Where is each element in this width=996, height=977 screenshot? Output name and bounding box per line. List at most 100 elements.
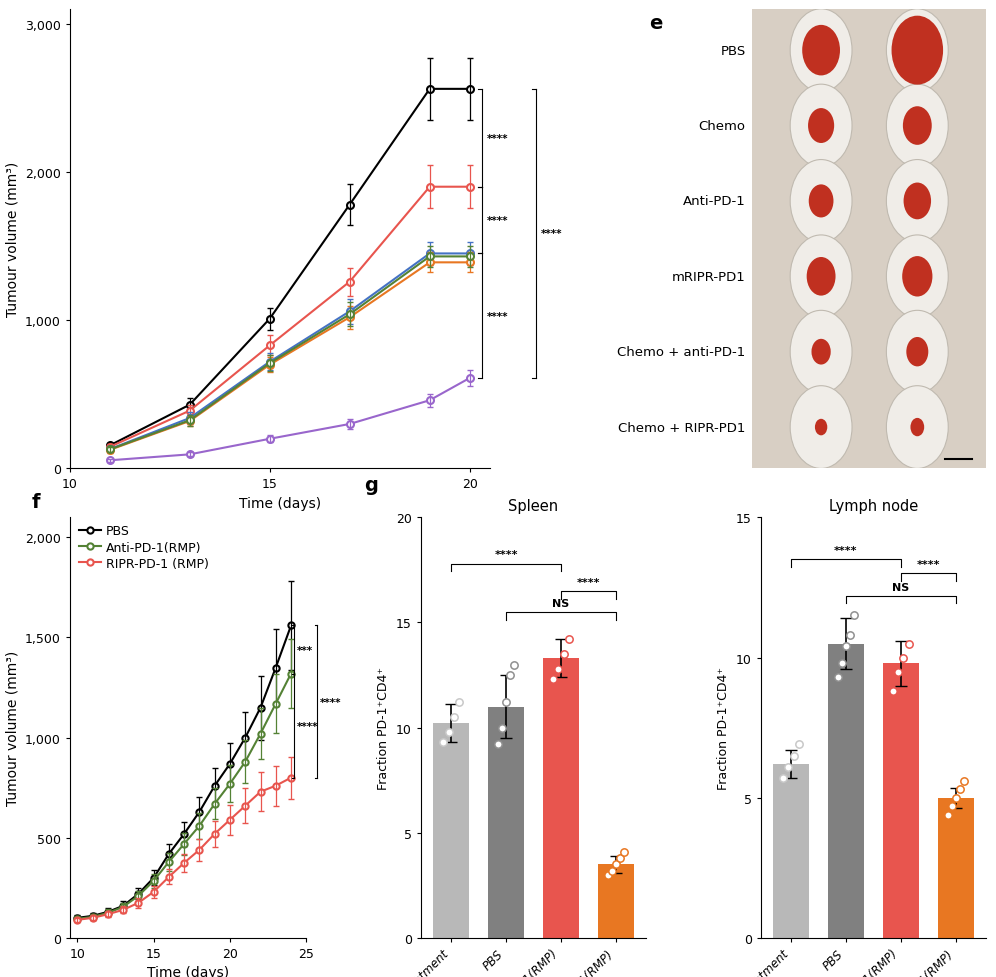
Circle shape	[812, 339, 831, 365]
Point	[612, 850, 627, 866]
Point	[955, 773, 971, 788]
Point	[440, 724, 456, 740]
Point	[791, 737, 807, 752]
Text: ****: ****	[494, 550, 518, 560]
Circle shape	[808, 109, 835, 144]
Point	[551, 661, 567, 677]
Point	[895, 650, 911, 665]
Circle shape	[910, 418, 924, 437]
Point	[842, 627, 858, 643]
Bar	[773, 764, 809, 938]
Text: ****: ****	[916, 560, 940, 570]
Point	[502, 667, 518, 683]
Circle shape	[790, 160, 852, 243]
Point	[506, 657, 522, 672]
Circle shape	[802, 25, 840, 76]
Circle shape	[886, 386, 948, 469]
Circle shape	[790, 235, 852, 319]
Text: Anti-PD-1: Anti-PD-1	[682, 195, 745, 208]
Bar	[543, 658, 579, 938]
Circle shape	[906, 338, 928, 367]
Point	[831, 669, 847, 685]
Text: Chemo: Chemo	[698, 120, 745, 133]
Bar	[938, 798, 974, 938]
Title: Spleen: Spleen	[508, 499, 559, 514]
Bar	[488, 706, 524, 938]
Circle shape	[902, 257, 932, 297]
Text: NS: NS	[553, 598, 570, 608]
Text: mRIPR-PD1: mRIPR-PD1	[671, 271, 745, 283]
Circle shape	[891, 17, 943, 86]
Point	[948, 790, 964, 806]
Text: ****: ****	[320, 697, 342, 706]
Circle shape	[886, 85, 948, 168]
Text: ****: ****	[541, 230, 562, 239]
Point	[834, 656, 850, 671]
Text: ****: ****	[486, 134, 508, 144]
Point	[781, 759, 797, 775]
Circle shape	[807, 258, 836, 296]
X-axis label: Time (days): Time (days)	[239, 496, 321, 511]
X-axis label: Time (days): Time (days)	[147, 965, 229, 977]
Text: g: g	[365, 476, 378, 494]
Point	[546, 672, 562, 688]
Text: ****: ****	[297, 721, 319, 731]
Text: Chemo + anti-PD-1: Chemo + anti-PD-1	[618, 346, 745, 359]
Point	[775, 771, 791, 786]
Title: Lymph node: Lymph node	[829, 499, 918, 514]
Y-axis label: Fraction PD-1⁺CD4⁺: Fraction PD-1⁺CD4⁺	[717, 666, 730, 789]
Point	[846, 608, 862, 623]
Point	[616, 844, 631, 860]
Point	[605, 863, 621, 878]
Circle shape	[809, 186, 834, 218]
Point	[944, 798, 960, 814]
Point	[490, 737, 506, 752]
Text: f: f	[32, 492, 41, 512]
Point	[494, 720, 510, 736]
Circle shape	[815, 419, 828, 436]
Text: Chemo + RIPR-PD1: Chemo + RIPR-PD1	[619, 421, 745, 434]
Circle shape	[886, 311, 948, 394]
Bar	[883, 663, 918, 938]
Bar	[433, 724, 469, 938]
Text: PBS: PBS	[720, 45, 745, 58]
Text: ****: ****	[577, 577, 601, 587]
Point	[952, 782, 968, 797]
Point	[890, 664, 906, 680]
Circle shape	[790, 311, 852, 394]
Circle shape	[790, 10, 852, 93]
Point	[445, 709, 461, 725]
Circle shape	[790, 386, 852, 469]
Point	[435, 735, 451, 750]
Bar	[752, 10, 986, 469]
Bar	[598, 865, 633, 938]
Point	[556, 647, 572, 662]
Circle shape	[886, 235, 948, 319]
Point	[601, 868, 617, 883]
Legend: PBS, Anti-PD-1(RMP), RIPR-PD-1 (RMP): PBS, Anti-PD-1(RMP), RIPR-PD-1 (RMP)	[74, 520, 214, 575]
Point	[838, 639, 854, 655]
Circle shape	[903, 107, 931, 146]
Point	[608, 857, 623, 872]
Point	[561, 632, 577, 648]
Text: ***: ***	[297, 645, 313, 655]
Point	[498, 695, 514, 710]
Point	[900, 636, 916, 652]
Y-axis label: Tumour volume (mm³): Tumour volume (mm³)	[5, 162, 19, 317]
Circle shape	[790, 85, 852, 168]
Text: ****: ****	[834, 545, 858, 556]
Bar	[828, 644, 864, 938]
Y-axis label: Tumour volume (mm³): Tumour volume (mm³)	[5, 651, 19, 805]
Point	[885, 684, 901, 700]
Text: NS: NS	[892, 582, 909, 592]
Point	[940, 807, 956, 823]
Point	[786, 748, 802, 764]
Circle shape	[903, 184, 931, 220]
Text: ****: ****	[486, 216, 508, 226]
Circle shape	[886, 10, 948, 93]
Circle shape	[886, 160, 948, 243]
Text: e: e	[649, 15, 662, 33]
Text: ****: ****	[486, 312, 508, 321]
Y-axis label: Fraction PD-1⁺CD4⁺: Fraction PD-1⁺CD4⁺	[377, 666, 390, 789]
Point	[451, 695, 467, 710]
